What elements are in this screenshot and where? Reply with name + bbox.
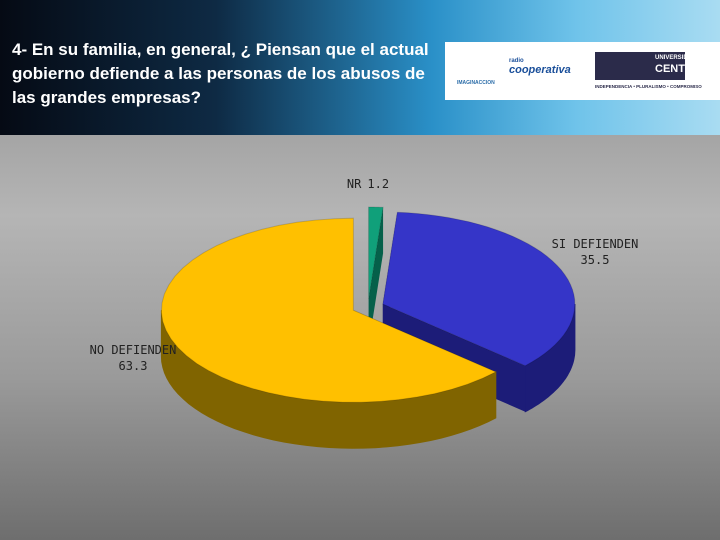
logo-text: IMAGINACCION (457, 80, 495, 86)
logo-text: UNIVERSIDAD (655, 55, 697, 61)
slice (382, 211, 576, 367)
logo-text: CENTRAL (655, 63, 708, 75)
label-name: SI DEFIENDEN (552, 237, 639, 251)
label-value: 1.2 (367, 177, 389, 191)
data-label: NR 1.2 (347, 177, 389, 191)
logo-text: radio (509, 58, 524, 64)
slice (160, 217, 498, 403)
slide-title: 4- En su familia, en general, ¿ Piensan … (12, 40, 429, 107)
label-name: NO DEFIENDEN (90, 343, 177, 357)
label-value: 63.3 (119, 359, 148, 373)
slice-cut (368, 207, 384, 346)
logo-text: cooperativa (509, 64, 571, 76)
logo-box (595, 52, 685, 80)
label-value: 35.5 (581, 253, 610, 267)
logo-strip: IMAGINACCION radio cooperativa UNIVERSID… (445, 42, 720, 100)
slice (368, 206, 384, 300)
label-name: NR (347, 177, 362, 191)
logo-text: INDEPENDENCIA • PLURALISMO • COMPROMISO (595, 84, 702, 89)
